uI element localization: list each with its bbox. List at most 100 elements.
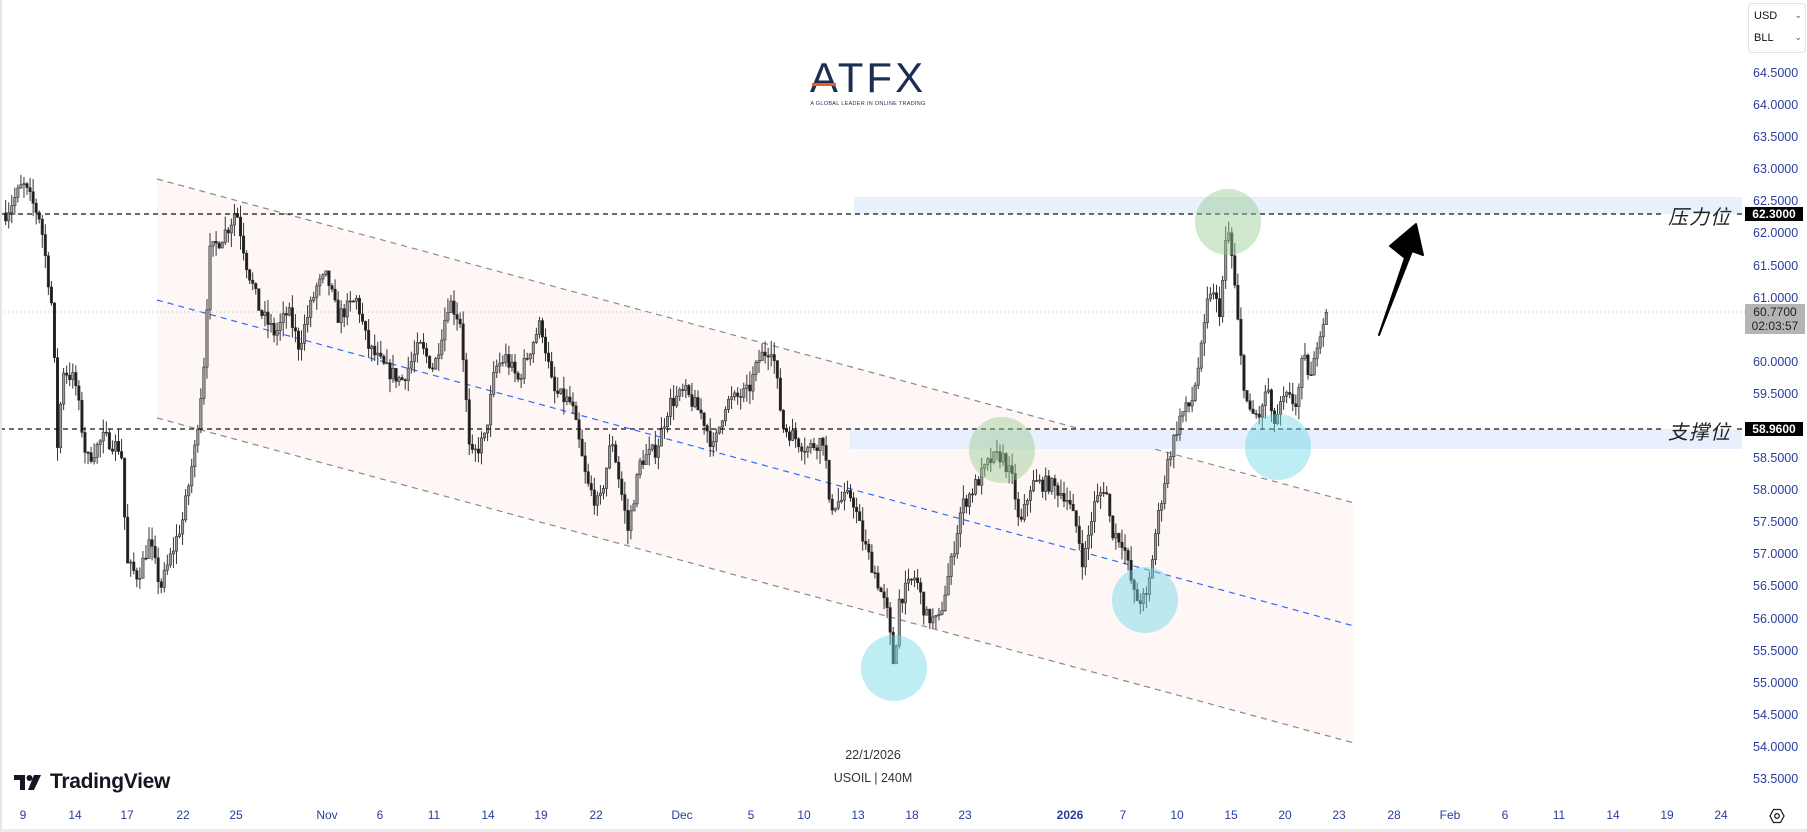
time-axis-label: 14 [481, 808, 495, 822]
candle-body-down [1019, 516, 1023, 520]
candle [1007, 456, 1011, 484]
candle-body-down [394, 368, 398, 382]
candle-body-down [882, 591, 886, 599]
candle-body-up [1150, 559, 1154, 579]
candle-body-down [681, 389, 685, 391]
candle [1099, 486, 1103, 510]
time-axis-label: 10 [797, 808, 811, 822]
time-axis-label: 14 [68, 808, 82, 822]
candle-body-up [949, 556, 953, 577]
candle-body-down [812, 443, 816, 449]
candle-body-up [1196, 367, 1200, 386]
candle-body-down [858, 511, 862, 522]
candle-body-down [1010, 465, 1014, 474]
candle [278, 313, 282, 341]
candle-body-up [961, 498, 965, 514]
candle-body-up [522, 358, 526, 379]
candle [1205, 286, 1209, 329]
candle-body-down [928, 608, 932, 624]
candle [345, 293, 349, 326]
unit-selector[interactable]: USD ⌄ BLL ⌄ [1748, 3, 1806, 53]
candle [794, 422, 798, 448]
candle [1245, 390, 1249, 403]
time-axis-label: 15 [1224, 808, 1238, 822]
candle [910, 578, 914, 586]
atfx-logo: ATFX A GLOBAL LEADER IN ONLINE TRADING [806, 56, 930, 108]
candle-body-down [458, 318, 462, 325]
candle-body-down [620, 478, 624, 495]
candle [983, 463, 987, 477]
candle [919, 577, 923, 605]
candle-body-up [489, 393, 493, 426]
candle-body-down [1111, 515, 1115, 539]
candle [571, 392, 575, 415]
candle [1221, 275, 1225, 323]
candle-body-up [434, 358, 438, 370]
candle-body-down [696, 397, 700, 411]
candle-body-up [495, 365, 499, 373]
candle-body-up [1025, 500, 1029, 505]
candle-body-down [766, 355, 770, 358]
candle-body-up [754, 362, 758, 375]
candle-body-down [1187, 402, 1191, 407]
candle-body-down [1248, 400, 1252, 410]
candle-body-down [870, 551, 874, 573]
candle [214, 231, 218, 256]
unit-dropdown[interactable]: BLL ⌄ [1754, 32, 1802, 44]
settings-icon[interactable] [1769, 808, 1785, 824]
candle-body-down [357, 297, 361, 315]
candle-body-down [922, 591, 926, 616]
candle [34, 198, 38, 225]
candle-body-down [592, 489, 596, 506]
candle [187, 483, 191, 506]
candle [1202, 313, 1206, 357]
candle [89, 446, 93, 464]
candle-body-up [211, 241, 215, 247]
candle-body-up [1193, 384, 1197, 401]
candle-body-up [1163, 483, 1167, 504]
candle [1150, 555, 1154, 579]
candle-body-down [708, 430, 712, 448]
candle-body-up [662, 426, 666, 429]
candle-body-up [751, 374, 755, 392]
candle-body-down [1288, 392, 1292, 395]
candle [745, 374, 749, 402]
candle [1321, 318, 1325, 347]
candle-body-down [104, 431, 108, 434]
candle-body-up [760, 351, 764, 361]
candle [132, 552, 136, 575]
candle [1294, 394, 1298, 416]
currency-dropdown[interactable]: USD ⌄ [1754, 10, 1802, 22]
candle [473, 444, 477, 462]
candle-body-down [156, 557, 160, 583]
candle [260, 309, 264, 319]
candle [598, 485, 602, 505]
candle-body-down [135, 570, 139, 580]
candle [958, 506, 962, 548]
candle [1129, 546, 1133, 584]
candle-body-down [1056, 485, 1060, 496]
candle-body-down [1035, 480, 1039, 482]
candle-body-down [672, 397, 676, 407]
candle-body-up [479, 437, 483, 454]
candle-body-up [839, 499, 843, 503]
candle-body-up [647, 448, 651, 455]
tradingview-logo: TradingView [14, 770, 170, 794]
candle [495, 359, 499, 379]
candle-body-down [336, 299, 340, 323]
candle [1105, 486, 1109, 495]
candle [476, 437, 480, 463]
time-axis-label: 19 [534, 808, 548, 822]
candle-body-down [1291, 393, 1295, 405]
candle [13, 187, 17, 215]
candle-body-up [1160, 503, 1164, 511]
candle-body-up [1178, 415, 1182, 435]
candle [361, 302, 365, 325]
candle-body-up [1282, 395, 1286, 402]
candle [470, 434, 474, 454]
candle [967, 492, 971, 515]
symbol-interval: USOIL | 240M [833, 771, 913, 785]
candle [1254, 409, 1258, 419]
candle [440, 329, 444, 360]
